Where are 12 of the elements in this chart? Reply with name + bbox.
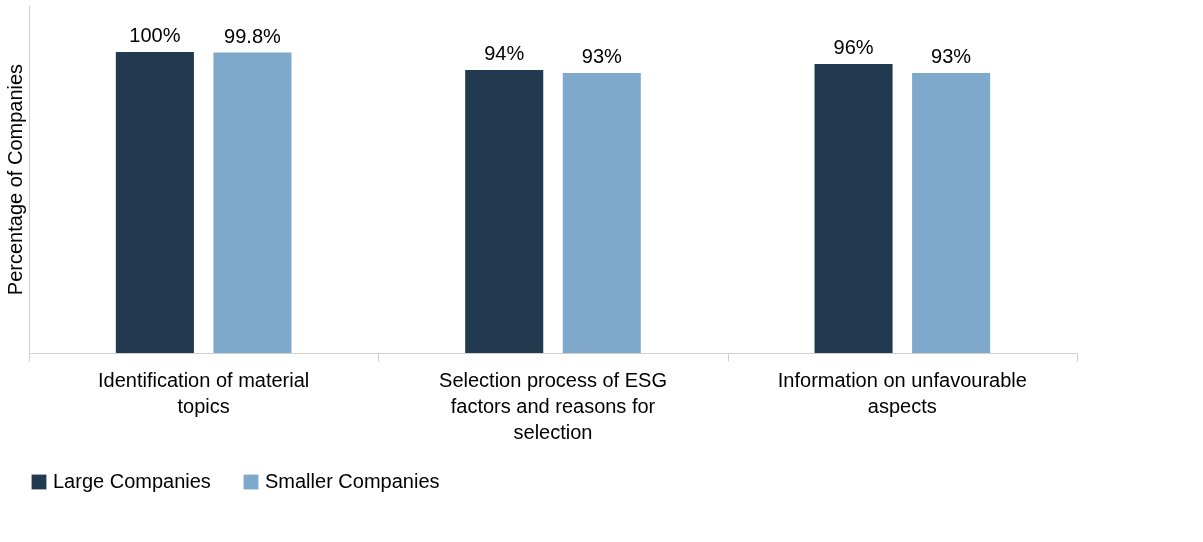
data-label: 99.8% — [224, 24, 282, 47]
y-axis-title: Percentage of Companies — [3, 63, 26, 296]
data-label: 96% — [833, 36, 874, 58]
data-label: 100% — [129, 23, 181, 46]
data-label: 93% — [581, 45, 623, 68]
x-tick-label: Information on unfavourable aspects — [777, 369, 1027, 417]
legend-label: Smaller Companies — [265, 470, 440, 492]
legend-label: Large Companies — [53, 470, 211, 492]
data-label: 93% — [931, 45, 972, 68]
data-label: 94% — [484, 42, 525, 65]
x-tick-label: Identification of material topics — [98, 369, 310, 417]
x-tick-label: Selection process of ESG factors and reasons for selection — [439, 369, 667, 443]
